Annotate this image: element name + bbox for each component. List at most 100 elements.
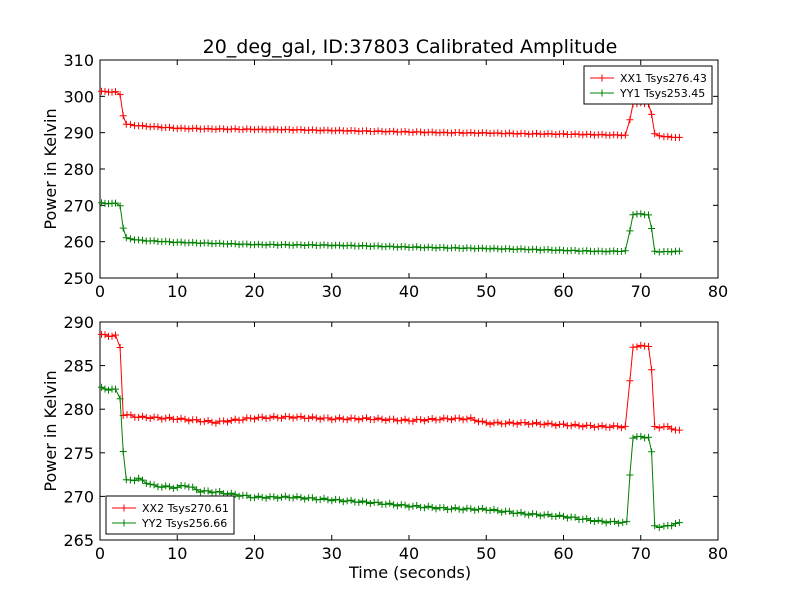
data-point-marker xyxy=(533,129,540,137)
data-point-marker xyxy=(393,502,401,510)
data-point-marker xyxy=(374,414,382,422)
data-point-marker xyxy=(116,344,124,351)
data-point-marker xyxy=(370,416,378,424)
data-point-marker xyxy=(467,505,475,513)
data-point-marker xyxy=(312,414,320,422)
bottom-plot-series xyxy=(98,330,683,531)
data-point-marker xyxy=(355,242,363,250)
bottom-plot-legend: XX2 Tsys270.61 YY2 Tsys256.66 xyxy=(105,495,235,535)
data-point-marker xyxy=(606,423,614,431)
data-point-marker xyxy=(648,366,656,374)
data-point-marker xyxy=(266,126,274,134)
data-point-marker xyxy=(220,417,228,425)
data-point-marker xyxy=(119,224,127,232)
data-point-marker xyxy=(166,413,173,421)
data-point-marker xyxy=(224,240,231,248)
data-point-marker xyxy=(675,133,683,141)
data-point-marker xyxy=(108,332,116,340)
data-point-marker xyxy=(308,494,316,502)
data-point-marker xyxy=(440,504,448,512)
data-point-marker xyxy=(478,504,486,512)
data-point-marker xyxy=(420,417,428,425)
data-point-marker xyxy=(428,503,436,511)
data-point-marker xyxy=(193,416,201,424)
data-point-marker xyxy=(351,414,359,422)
data-point-marker xyxy=(401,415,409,423)
x-tick-label: 0 xyxy=(95,544,105,563)
data-point-marker xyxy=(193,486,201,494)
data-point-marker xyxy=(243,240,251,248)
data-point-marker xyxy=(533,510,540,518)
data-point-marker xyxy=(386,242,394,250)
data-point-marker xyxy=(116,395,124,403)
data-point-marker xyxy=(571,513,579,521)
data-point-marker xyxy=(278,414,285,422)
data-point-marker xyxy=(502,420,510,428)
data-point-marker xyxy=(285,126,293,133)
data-point-marker xyxy=(648,225,656,232)
data-point-marker xyxy=(173,125,181,133)
data-point-marker xyxy=(637,210,645,218)
data-point-marker xyxy=(378,415,386,423)
data-point-marker xyxy=(231,490,239,498)
data-point-marker xyxy=(563,514,571,522)
y-tick-label: 265 xyxy=(63,531,94,550)
data-point-marker xyxy=(660,522,668,530)
y-tick-label: 260 xyxy=(63,233,94,252)
data-point-marker xyxy=(655,524,663,531)
data-point-marker xyxy=(336,496,343,504)
data-point-marker xyxy=(475,505,482,513)
data-point-marker xyxy=(239,416,247,424)
data-point-marker xyxy=(336,414,343,422)
data-point-marker xyxy=(451,244,459,252)
data-point-marker xyxy=(664,423,672,430)
data-point-marker xyxy=(347,241,355,249)
data-point-marker xyxy=(655,248,663,256)
data-point-marker xyxy=(305,414,313,422)
data-point-marker xyxy=(451,504,459,512)
data-point-marker xyxy=(432,505,440,513)
y-tick-label: 285 xyxy=(63,357,94,376)
data-point-marker xyxy=(498,508,506,516)
top-plot-ticks: 0 10 20 30 40 50 60 70 80 250 260 270 280 290 300 310 xyxy=(63,51,728,301)
data-point-marker xyxy=(135,474,143,482)
data-point-marker xyxy=(513,130,521,138)
data-point-marker xyxy=(626,377,634,385)
legend-marker xyxy=(598,89,606,97)
data-point-marker xyxy=(343,416,351,424)
data-point-marker xyxy=(262,494,270,502)
bottom-plot: 0 10 20 30 40 50 60 70 80 265 270 275 280 285 290 Powe… xyxy=(41,313,728,582)
data-point-marker xyxy=(637,432,645,440)
data-point-marker xyxy=(428,128,436,136)
top-plot-series xyxy=(98,87,683,256)
data-point-marker xyxy=(475,418,482,426)
data-point-marker xyxy=(316,415,324,423)
data-point-marker xyxy=(579,423,587,431)
data-point-marker xyxy=(185,125,193,133)
data-point-marker xyxy=(139,236,146,244)
data-point-marker xyxy=(672,520,679,527)
data-point-marker xyxy=(173,416,181,423)
data-point-marker xyxy=(101,87,109,95)
data-point-marker xyxy=(224,418,231,426)
data-point-marker xyxy=(579,515,587,523)
data-point-marker xyxy=(278,126,285,134)
data-point-marker xyxy=(594,423,602,431)
data-point-marker xyxy=(347,496,355,504)
y-tick-label: 270 xyxy=(63,487,94,506)
data-point-marker xyxy=(436,416,444,424)
x-tick-label: 20 xyxy=(244,282,264,301)
data-point-marker xyxy=(478,244,486,252)
data-point-marker xyxy=(459,416,467,424)
data-point-marker xyxy=(297,241,305,249)
data-point-marker xyxy=(637,341,645,349)
data-point-marker xyxy=(505,129,513,137)
data-point-marker xyxy=(544,246,552,253)
data-point-marker xyxy=(617,424,625,432)
data-point-marker xyxy=(289,494,297,502)
y-tick-label: 290 xyxy=(63,313,94,332)
data-point-marker xyxy=(139,476,146,484)
data-point-marker xyxy=(598,422,606,430)
data-point-marker xyxy=(556,511,564,519)
data-point-marker xyxy=(339,498,347,506)
